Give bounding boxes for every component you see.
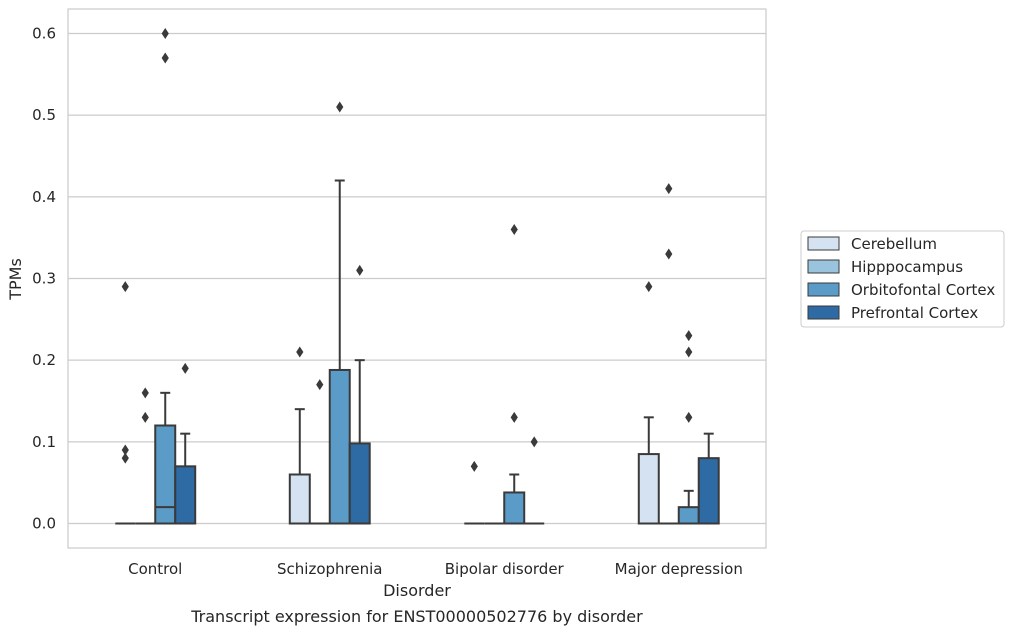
y-tick-label: 0.5 bbox=[32, 106, 56, 124]
y-axis-title: TPMs bbox=[6, 258, 25, 301]
box-group bbox=[637, 281, 660, 525]
y-tick-label: 0.1 bbox=[32, 433, 56, 451]
y-tick-label: 0.0 bbox=[32, 515, 56, 533]
box-group bbox=[309, 379, 330, 525]
box bbox=[288, 473, 311, 525]
box-group bbox=[503, 224, 526, 525]
box-group bbox=[288, 346, 311, 525]
y-tick-label: 0.2 bbox=[32, 351, 56, 369]
outlier-point bbox=[296, 346, 304, 358]
box bbox=[503, 491, 526, 525]
legend: Cerebellum Hipppocampus Orbitofontal Corte… bbox=[800, 230, 1005, 328]
outlier-point bbox=[685, 411, 693, 423]
chart-caption: Transcript expression for ENST0000050277… bbox=[190, 607, 643, 626]
x-tick-label: Schizophrenia bbox=[277, 560, 382, 578]
outlier-point bbox=[510, 411, 518, 423]
legend-label: Prefrontal Cortex bbox=[851, 304, 978, 322]
box-group bbox=[658, 183, 679, 525]
x-axis-title: Disorder bbox=[383, 581, 451, 600]
outlier-point bbox=[665, 248, 673, 260]
legend-swatch bbox=[807, 305, 840, 320]
x-tick-labels: Control Schizophrenia Bipolar disorder Majo… bbox=[128, 560, 743, 578]
outlier-point bbox=[316, 379, 324, 391]
y-tick-label: 0.6 bbox=[32, 25, 56, 43]
outlier-point bbox=[161, 52, 169, 64]
box-group bbox=[464, 460, 485, 525]
box bbox=[154, 424, 177, 525]
outlier-point bbox=[645, 281, 653, 293]
legend-label: Hipppocampus bbox=[851, 258, 963, 276]
outlier-point bbox=[141, 387, 149, 399]
plot-frame bbox=[67, 8, 767, 549]
box-group bbox=[154, 28, 177, 525]
outlier-point bbox=[121, 452, 129, 464]
outlier-point bbox=[181, 362, 189, 374]
box bbox=[328, 368, 351, 525]
legend-swatch bbox=[807, 236, 840, 251]
box bbox=[637, 453, 660, 525]
y-tick-label: 0.3 bbox=[32, 270, 56, 288]
legend-label: Cerebellum bbox=[851, 235, 937, 253]
x-tick-label: Bipolar disorder bbox=[445, 560, 565, 578]
outlier-point bbox=[665, 183, 673, 195]
box-group bbox=[328, 101, 351, 525]
y-tick-labels: 0.0 0.1 0.2 0.3 0.4 0.5 0.6 bbox=[32, 25, 56, 533]
box-group bbox=[135, 387, 156, 525]
x-tick-label: Major depression bbox=[615, 560, 743, 578]
box bbox=[348, 442, 371, 525]
outlier-point bbox=[121, 444, 129, 456]
legend-swatch bbox=[807, 282, 840, 297]
outlier-point bbox=[470, 460, 478, 472]
x-tick-label: Control bbox=[128, 560, 182, 578]
outlier-point bbox=[530, 436, 538, 448]
box-group bbox=[677, 330, 700, 525]
legend-frame bbox=[800, 230, 1005, 328]
plot-marks bbox=[115, 28, 720, 525]
outlier-point bbox=[141, 411, 149, 423]
legend-swatch bbox=[807, 259, 840, 274]
box bbox=[174, 465, 197, 525]
outlier-point bbox=[685, 330, 693, 342]
outlier-point bbox=[336, 101, 344, 113]
outlier-point bbox=[510, 224, 518, 235]
box-group bbox=[115, 281, 136, 525]
outlier-point bbox=[121, 281, 129, 293]
outlier-point bbox=[161, 28, 169, 39]
box-group bbox=[524, 436, 545, 525]
box bbox=[677, 506, 700, 525]
y-tick-label: 0.4 bbox=[32, 188, 56, 206]
box-group bbox=[174, 362, 197, 525]
legend-label: Orbitofontal Cortex bbox=[851, 281, 995, 299]
outlier-point bbox=[356, 264, 364, 276]
box-group bbox=[348, 264, 371, 525]
outlier-point bbox=[685, 346, 693, 358]
box bbox=[697, 457, 720, 525]
box-group bbox=[697, 432, 720, 525]
